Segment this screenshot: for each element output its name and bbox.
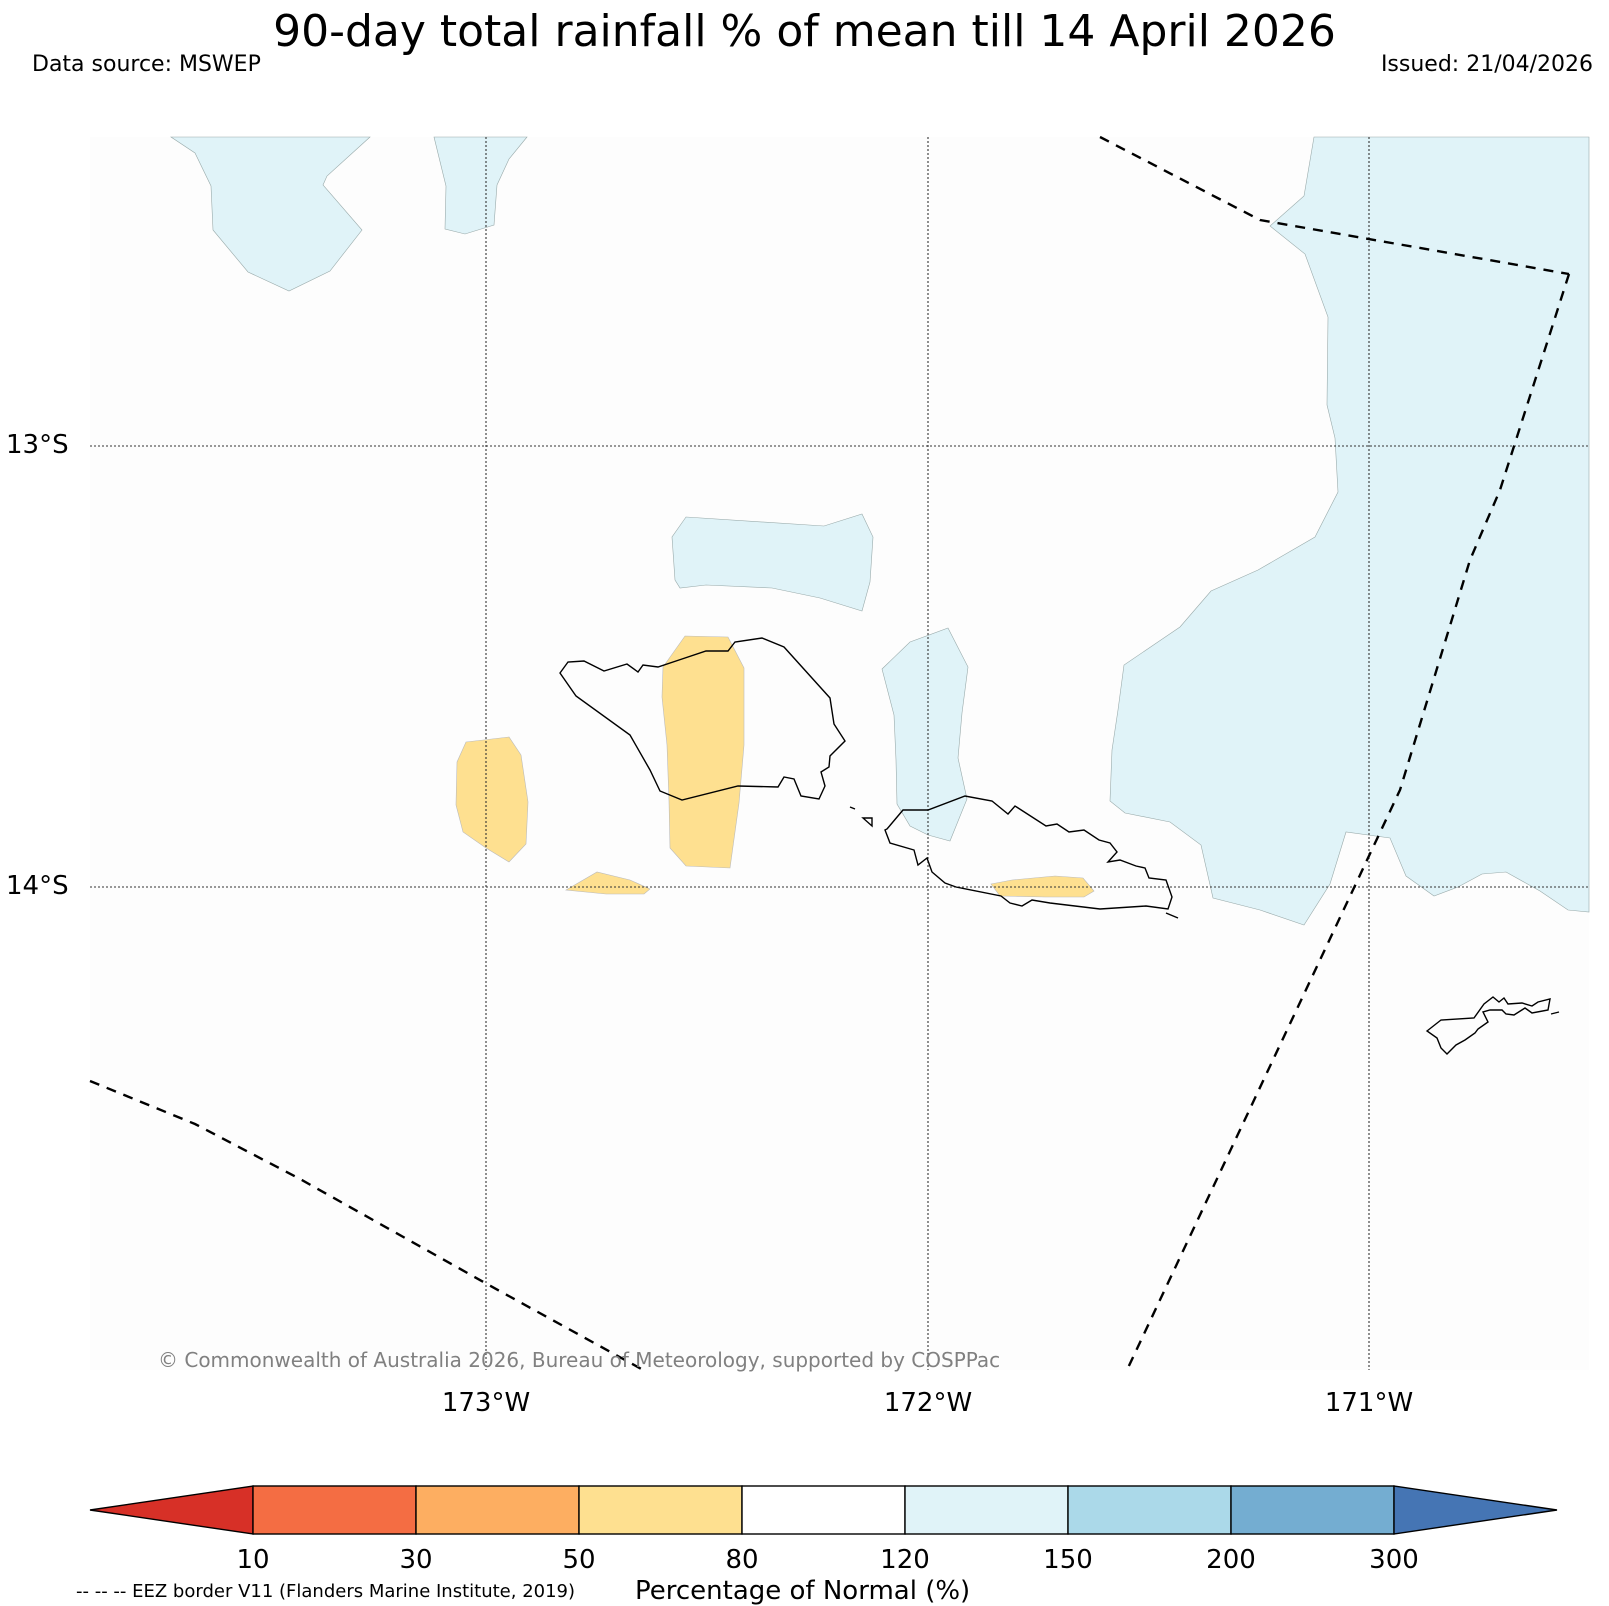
- lon-label-171w: 171°W: [1324, 1388, 1414, 1418]
- eez-border-north: [1099, 135, 1570, 276]
- colorbar-extend-high: [1393, 1485, 1558, 1535]
- coastlines: [559, 637, 1560, 1055]
- upolu-coastline: [884, 795, 1173, 910]
- eez-border-southwest: [89, 1079, 646, 1373]
- colorbar-segment-150-200: [1067, 1485, 1232, 1535]
- below-normal-regions: [455, 635, 1095, 898]
- apolima-manono-fragment: [861, 817, 873, 828]
- colorbar-segment-200-300: [1230, 1485, 1395, 1535]
- region-central-strip: [661, 635, 745, 869]
- savaii-north-tick: [849, 806, 856, 810]
- region-east: [1109, 136, 1590, 926]
- colorbar-tick: 150: [1043, 1545, 1093, 1575]
- map-title: 90-day total rainfall % of mean till 14 …: [273, 6, 1336, 57]
- issued-date: Issued: 21/04/2026: [1380, 52, 1593, 77]
- lon-label-173w: 173°W: [441, 1388, 531, 1418]
- region-central-north: [671, 513, 874, 612]
- colorbar-tick: 200: [1206, 1545, 1256, 1575]
- region-northwest: [170, 136, 371, 292]
- colorbar-segment-50-80: [578, 1485, 743, 1535]
- colorbar-tick: 30: [399, 1545, 433, 1575]
- lat-label-13s: 13°S: [6, 430, 69, 460]
- lon-label-172w: 172°W: [883, 1388, 973, 1418]
- graticule: [90, 137, 1589, 1370]
- colorbar-tick: 10: [236, 1545, 270, 1575]
- eez-borders: [89, 135, 1571, 1373]
- copyright-notice: © Commonwealth of Australia 2026, Bureau…: [158, 1348, 1001, 1372]
- eez-border-east: [1125, 273, 1571, 1371]
- region-south-of-savaii: [881, 627, 969, 842]
- upolu-east-tip: [1165, 912, 1179, 919]
- colorbar-extend-low: [89, 1485, 254, 1535]
- colorbar-segment-80-120: [741, 1485, 906, 1535]
- colorbar-segment-30-50: [415, 1485, 580, 1535]
- region-west-blob: [455, 736, 529, 863]
- colorbar-label: Percentage of Normal (%): [635, 1576, 971, 1606]
- above-normal-regions: [170, 136, 1590, 926]
- tutuila-tip: [1550, 1011, 1560, 1015]
- colorbar-tick: 120: [880, 1545, 930, 1575]
- tutuila-coastline: [1425, 996, 1551, 1055]
- colorbar: [89, 1485, 1558, 1535]
- region-southwest-sliver: [565, 871, 651, 895]
- lat-label-14s: 14°S: [6, 871, 69, 901]
- colorbar-segment-120-150: [904, 1485, 1069, 1535]
- savaii-coastline: [559, 637, 846, 801]
- colorbar-tick: 80: [725, 1545, 759, 1575]
- region-north-central: [433, 136, 528, 235]
- data-source: Data source: MSWEP: [32, 52, 261, 77]
- colorbar-tick: 300: [1369, 1545, 1419, 1575]
- colorbar-tick: 50: [562, 1545, 596, 1575]
- colorbar-segment-10-30: [252, 1485, 417, 1535]
- eez-legend-note: -- -- -- EEZ border V11 (Flanders Marine…: [76, 1581, 576, 1602]
